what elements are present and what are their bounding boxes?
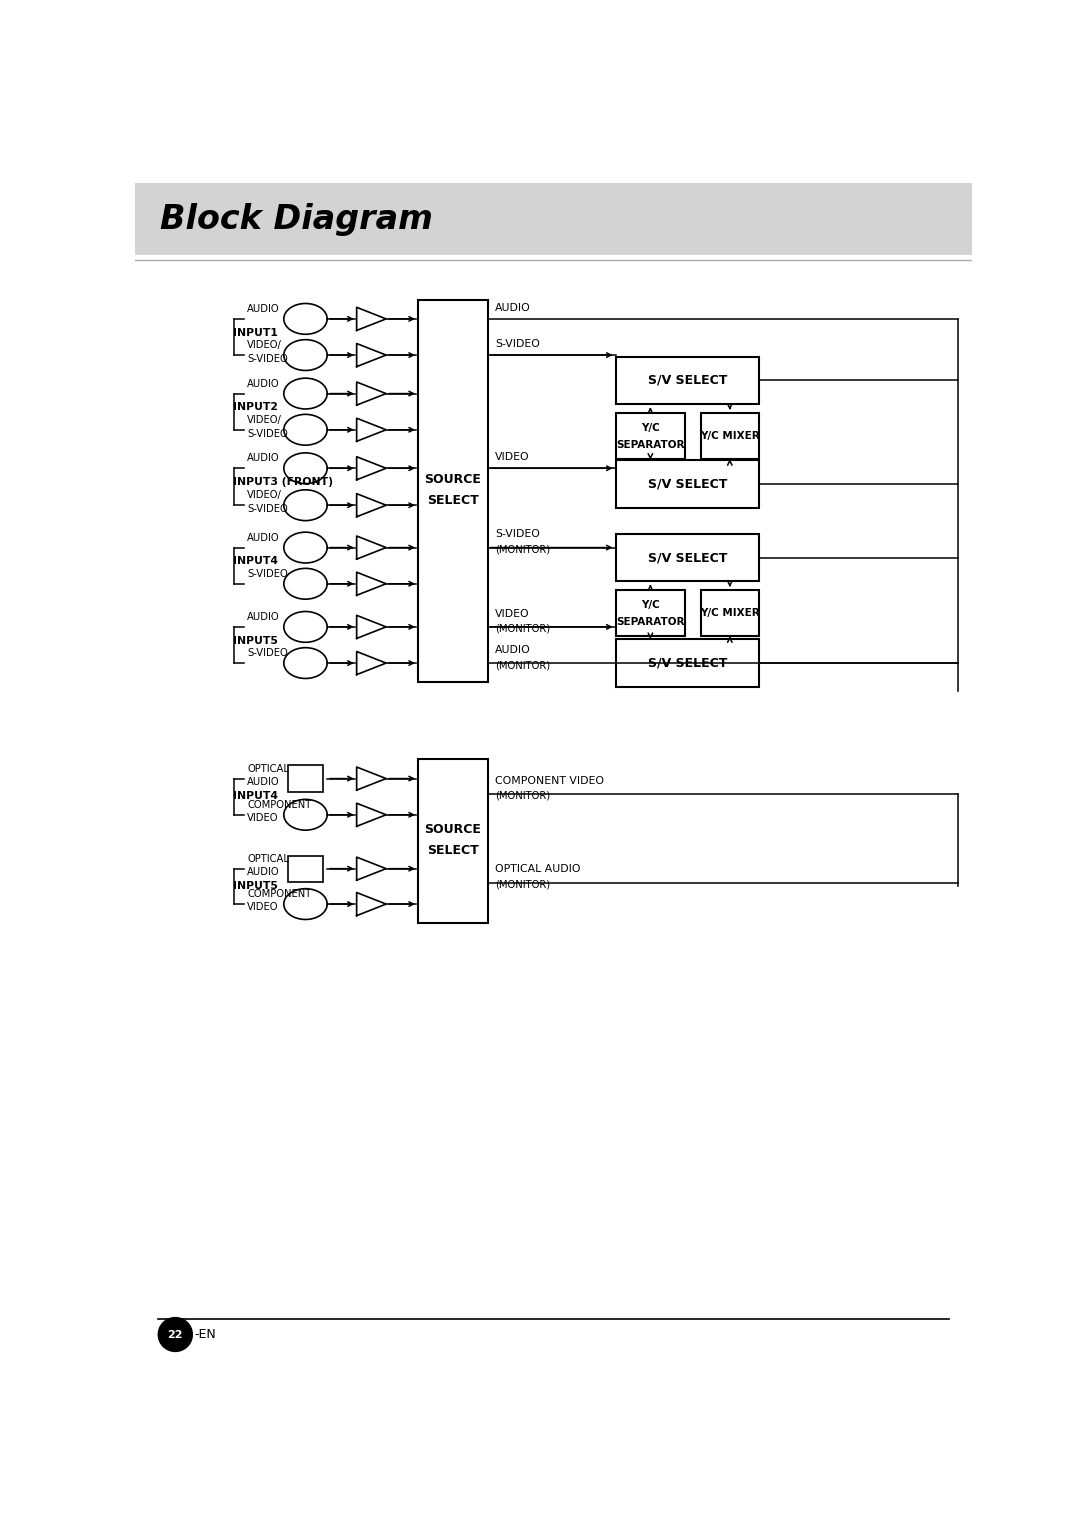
Text: VIDEO: VIDEO [247,902,279,912]
Text: S-VIDEO: S-VIDEO [247,354,288,364]
Text: SEPARATOR: SEPARATOR [616,440,685,451]
FancyBboxPatch shape [418,299,488,683]
Polygon shape [356,457,387,480]
Text: VIDEO: VIDEO [496,608,530,619]
FancyBboxPatch shape [616,413,685,458]
Text: VIDEO/: VIDEO/ [247,341,282,350]
Polygon shape [356,344,387,367]
Text: (MONITOR): (MONITOR) [496,660,551,671]
FancyBboxPatch shape [616,356,759,405]
Ellipse shape [284,339,327,370]
Text: SOURCE: SOURCE [424,474,482,486]
Polygon shape [356,307,387,330]
Polygon shape [356,419,387,442]
Polygon shape [356,651,387,675]
Text: INPUT5: INPUT5 [232,636,278,646]
Text: AUDIO: AUDIO [496,303,531,313]
Text: OPTICAL AUDIO: OPTICAL AUDIO [496,865,581,874]
Polygon shape [356,382,387,405]
Text: SELECT: SELECT [427,494,478,507]
Ellipse shape [284,377,327,410]
Text: S/V SELECT: S/V SELECT [648,477,727,490]
Text: SOURCE: SOURCE [424,824,482,836]
Text: VIDEO: VIDEO [247,813,279,824]
Text: SELECT: SELECT [427,843,478,857]
Text: AUDIO: AUDIO [247,304,280,313]
Text: S/V SELECT: S/V SELECT [648,657,727,669]
Ellipse shape [284,889,327,920]
Text: SEPARATOR: SEPARATOR [616,617,685,628]
Text: INPUT1: INPUT1 [232,327,278,338]
Text: INPUT5: INPUT5 [232,882,278,891]
Text: COMPONENT VIDEO: COMPONENT VIDEO [496,776,605,785]
Text: AUDIO: AUDIO [247,866,280,877]
Text: VIDEO/: VIDEO/ [247,490,282,500]
Polygon shape [356,571,387,596]
Ellipse shape [284,532,327,562]
Text: Y/C: Y/C [642,601,660,610]
Circle shape [159,1317,192,1351]
Text: Y/C MIXER: Y/C MIXER [700,431,759,442]
Text: S-VIDEO: S-VIDEO [247,504,288,513]
Text: (MONITOR): (MONITOR) [496,544,551,555]
Text: (MONITOR): (MONITOR) [496,790,551,801]
FancyBboxPatch shape [135,183,972,257]
FancyBboxPatch shape [701,413,759,458]
Text: AUDIO: AUDIO [247,379,280,388]
Text: (MONITOR): (MONITOR) [496,879,551,889]
Text: AUDIO: AUDIO [247,533,280,542]
Text: S-VIDEO: S-VIDEO [496,339,540,350]
Text: Block Diagram: Block Diagram [160,203,433,237]
Text: S-VIDEO: S-VIDEO [247,568,288,579]
Text: OPTICAL: OPTICAL [247,854,289,863]
Text: INPUT3 (FRONT): INPUT3 (FRONT) [232,477,333,487]
Polygon shape [356,892,387,915]
Text: AUDIO: AUDIO [496,645,531,656]
Text: S-VIDEO: S-VIDEO [496,530,540,539]
Text: AUDIO: AUDIO [247,776,280,787]
Text: Y/C MIXER: Y/C MIXER [700,608,759,617]
Text: INPUT4: INPUT4 [232,556,278,567]
Ellipse shape [284,799,327,830]
Text: S-VIDEO: S-VIDEO [247,648,288,659]
Polygon shape [356,804,387,827]
Ellipse shape [284,490,327,521]
Text: INPUT2: INPUT2 [232,402,278,413]
FancyBboxPatch shape [616,590,685,636]
Polygon shape [356,857,387,880]
Polygon shape [356,494,387,516]
Text: VIDEO: VIDEO [496,452,530,463]
Text: S/V SELECT: S/V SELECT [648,552,727,564]
Ellipse shape [284,414,327,445]
FancyBboxPatch shape [418,759,488,923]
Polygon shape [356,616,387,639]
Ellipse shape [284,452,327,484]
FancyBboxPatch shape [288,766,323,792]
Text: VIDEO/: VIDEO/ [247,414,282,425]
Text: S-VIDEO: S-VIDEO [247,429,288,439]
Text: AUDIO: AUDIO [247,611,280,622]
FancyBboxPatch shape [616,639,759,688]
Polygon shape [356,536,387,559]
Text: COMPONENT: COMPONENT [247,889,312,898]
Text: S/V SELECT: S/V SELECT [648,374,727,387]
Text: 22: 22 [167,1329,183,1340]
FancyBboxPatch shape [616,460,759,507]
Text: -EN: -EN [194,1328,216,1342]
Ellipse shape [284,304,327,335]
FancyBboxPatch shape [701,590,759,636]
Polygon shape [356,767,387,790]
Text: OPTICAL: OPTICAL [247,764,289,773]
Ellipse shape [284,611,327,642]
FancyBboxPatch shape [616,533,759,582]
Text: Y/C: Y/C [642,423,660,434]
Ellipse shape [284,648,327,678]
Ellipse shape [284,568,327,599]
FancyBboxPatch shape [288,856,323,882]
Text: (MONITOR): (MONITOR) [496,623,551,634]
Text: AUDIO: AUDIO [247,454,280,463]
Text: INPUT4: INPUT4 [232,792,278,801]
Text: COMPONENT: COMPONENT [247,799,312,810]
